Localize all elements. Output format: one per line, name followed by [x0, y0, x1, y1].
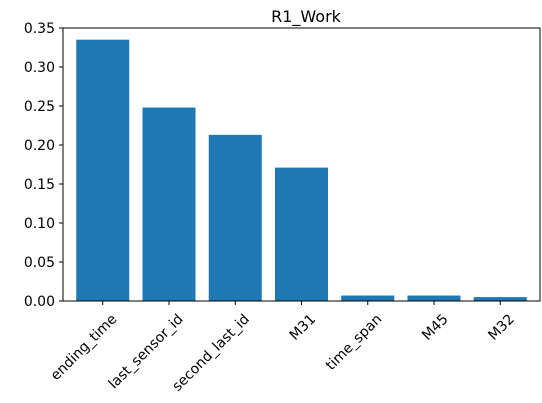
y-axis: 0.00 0.05 0.10 0.15 0.20 0.25 0.30 0.35 — [24, 21, 63, 310]
bar-time_span — [341, 295, 395, 301]
bar-M45 — [407, 295, 461, 301]
y-tick-label: 0.20 — [24, 138, 55, 154]
bar-M32 — [473, 297, 527, 301]
bar-second_last_id — [208, 134, 262, 301]
x-tick-label-M31: M31 — [287, 311, 319, 343]
x-tick-label-time_span: time_span — [323, 311, 385, 373]
axes-frame — [62, 27, 541, 302]
x-tick-label-ending_time: ending_time — [48, 311, 121, 384]
x-tick-label-M32: M32 — [485, 311, 517, 343]
bar-M31 — [275, 167, 328, 301]
bar-last_sensor_id — [142, 107, 196, 301]
bar-ending_time — [76, 39, 130, 301]
y-tick-label: 0.10 — [24, 216, 55, 232]
y-tick-label: 0.15 — [24, 177, 55, 193]
y-tick-label: 0.05 — [24, 255, 55, 271]
y-tick-label: 0.25 — [24, 99, 55, 115]
y-tick-label: 0.00 — [24, 294, 55, 310]
y-tick-label: 0.35 — [24, 21, 55, 37]
y-tick-label: 0.30 — [24, 60, 55, 76]
chart-title: R1_Work — [271, 7, 342, 27]
bars-group — [76, 39, 527, 301]
x-tick-label-M45: M45 — [419, 311, 451, 343]
